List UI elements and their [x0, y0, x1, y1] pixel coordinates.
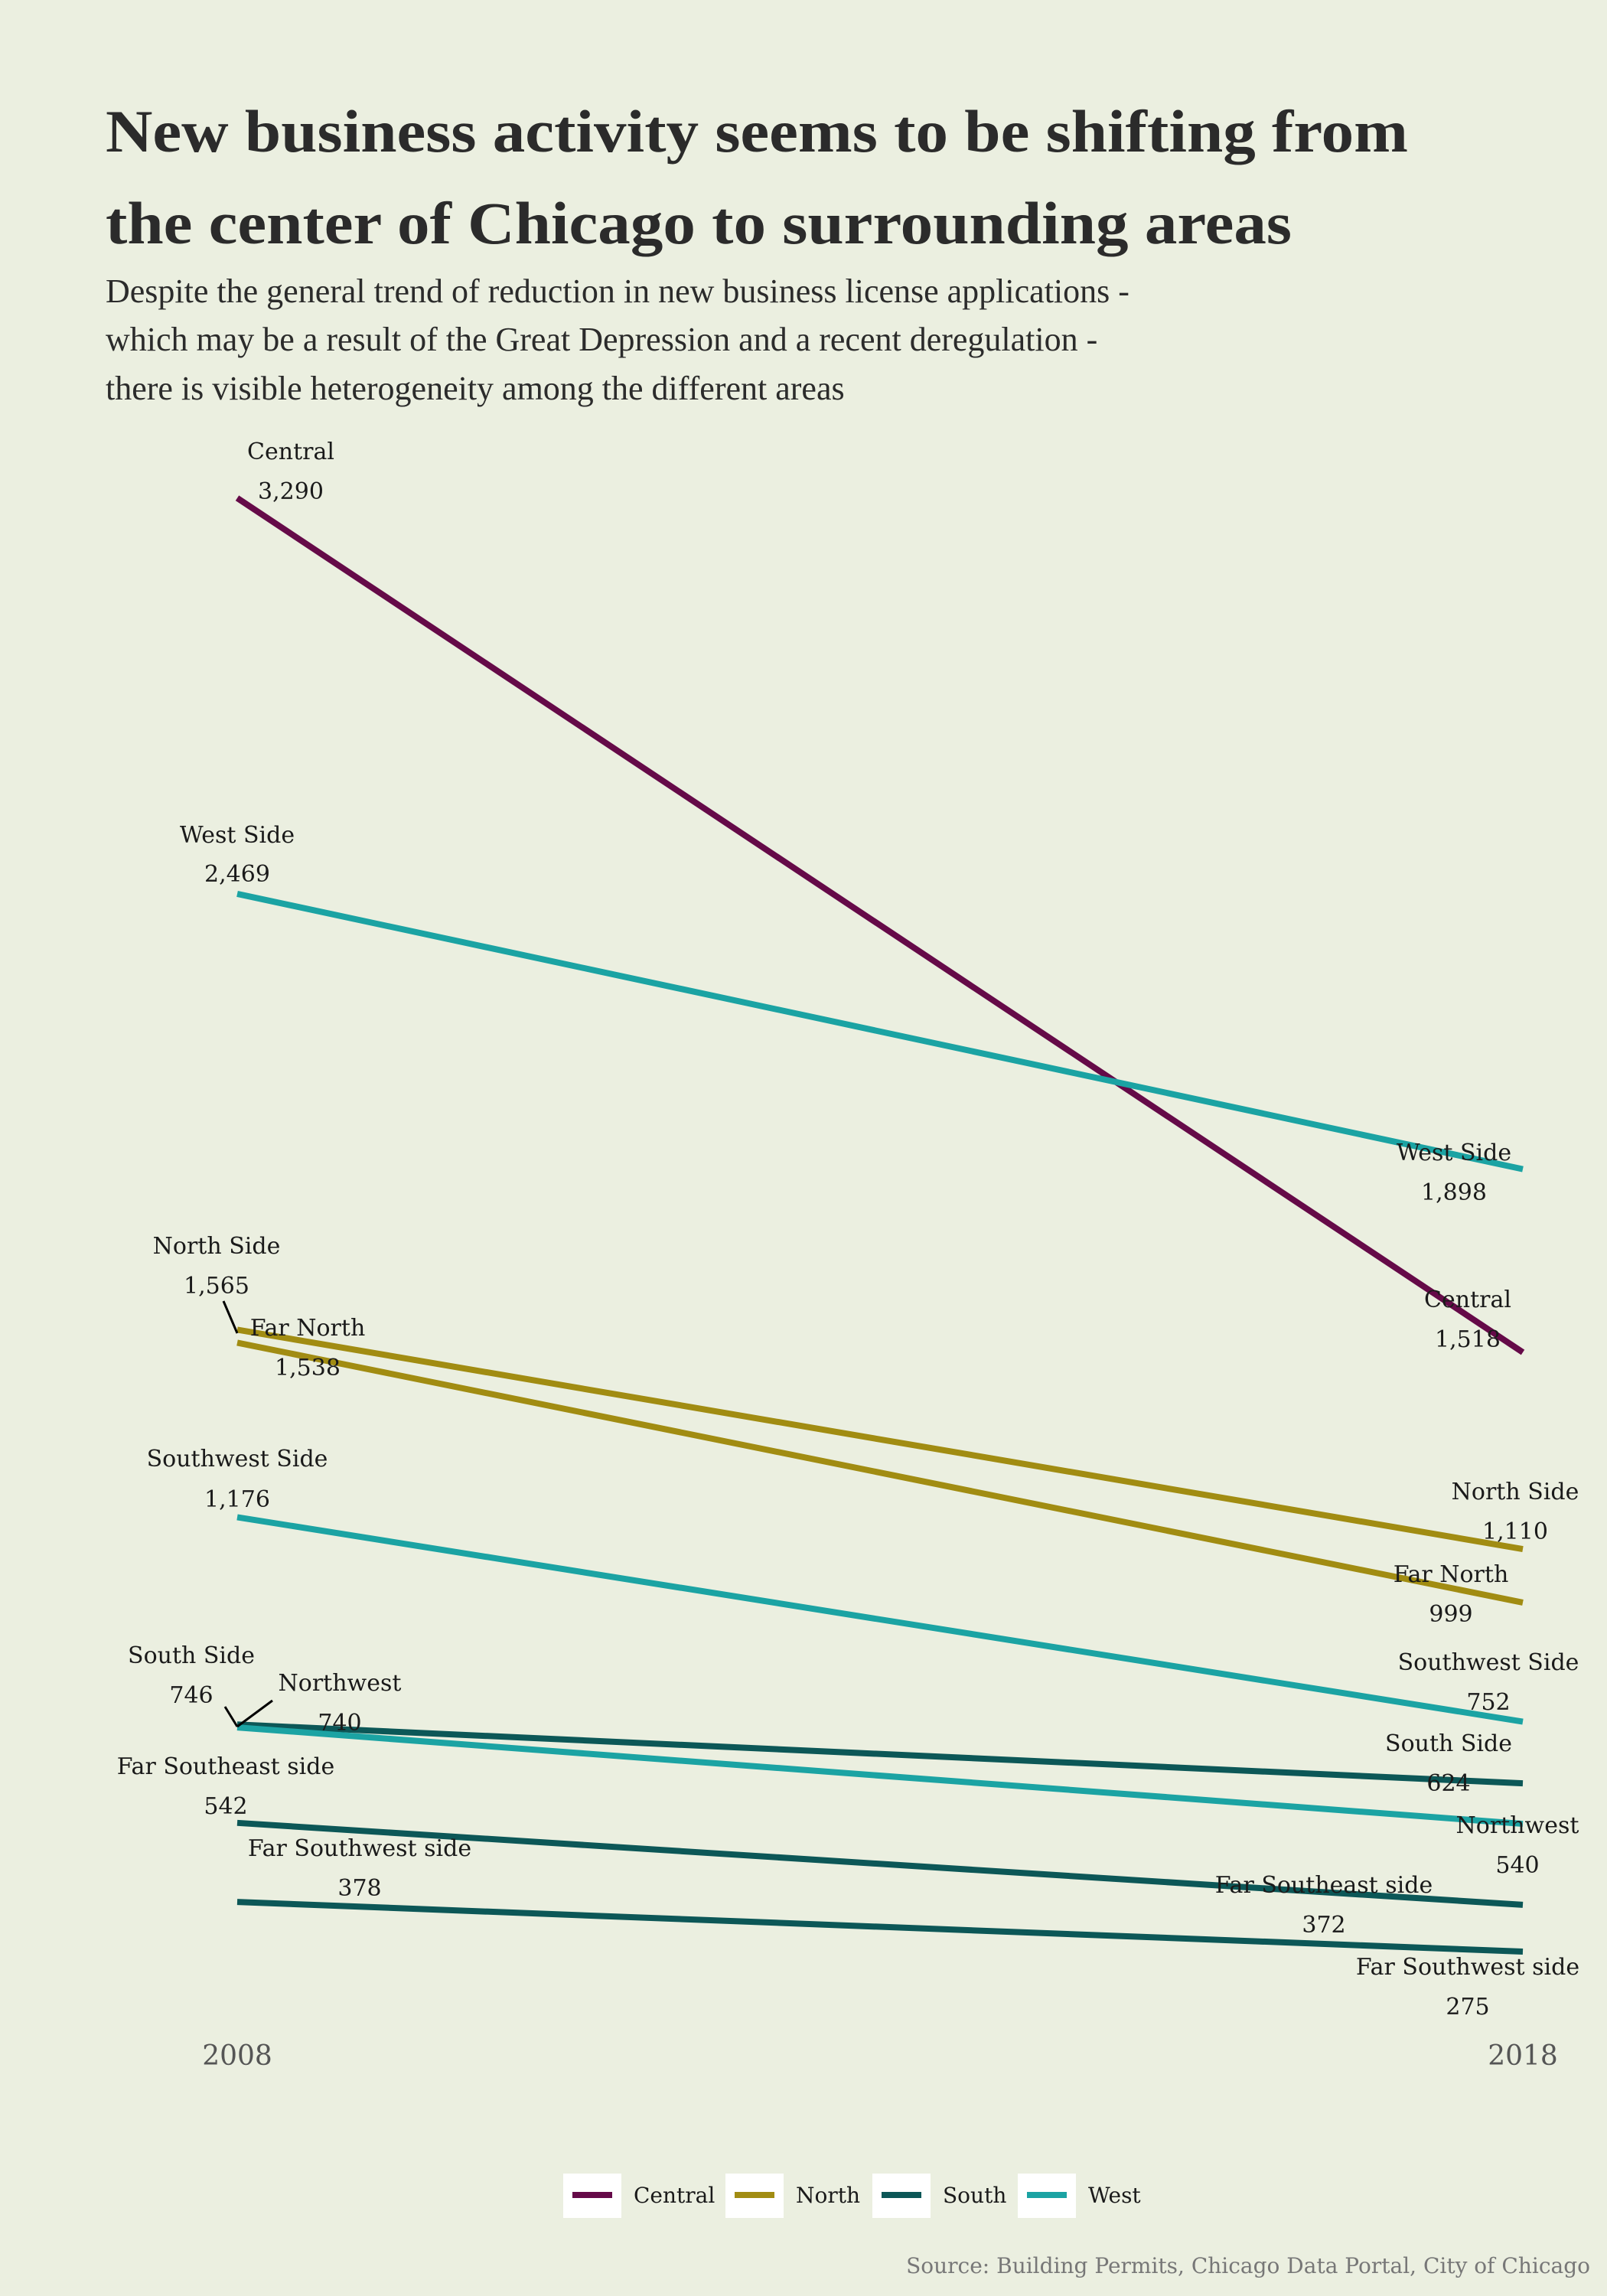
- legend-label-west: West: [1088, 2183, 1141, 2208]
- start-value-label-north-side: 1,565: [184, 1273, 249, 1300]
- subtitle-line: Despite the general trend of reduction i…: [106, 272, 1129, 310]
- start-value-label-far-southwest-side: 378: [337, 1875, 381, 1902]
- series-line-central: [235, 495, 1525, 1355]
- end-name-label-west-side: West Side: [1397, 1140, 1511, 1166]
- start-value-label-central: 3,290: [258, 478, 324, 505]
- legend-label-south: South: [943, 2183, 1006, 2208]
- series-line-southwest-side: [236, 1514, 1524, 1725]
- series-line-south-side: [236, 1721, 1524, 1787]
- series-line-far-north: [236, 1339, 1524, 1606]
- title-line: the center of Chicago to surrounding are…: [106, 190, 1292, 256]
- end-value-label-southwest-side: 752: [1466, 1689, 1510, 1716]
- subtitle-line: which may be a result of the Great Depre…: [106, 321, 1097, 358]
- end-name-label-far-southeast-side: Far Southeast side: [1215, 1872, 1433, 1899]
- start-name-label-central: Central: [247, 439, 334, 465]
- end-value-label-far-north: 999: [1429, 1601, 1472, 1628]
- start-name-label-south-side: South Side: [128, 1642, 255, 1669]
- start-name-label-far-southeast-side: Far Southeast side: [117, 1753, 334, 1780]
- end-name-label-central: Central: [1424, 1287, 1511, 1313]
- start-name-label-far-southwest-side: Far Southwest side: [248, 1835, 471, 1862]
- end-value-label-far-southeast-side: 372: [1302, 1912, 1345, 1939]
- title-line: New business activity seems to be shifti…: [106, 98, 1408, 165]
- end-name-label-southwest-side: Southwest Side: [1398, 1649, 1579, 1676]
- label-leader-south-side: [223, 1706, 239, 1727]
- start-value-label-south-side: 746: [169, 1682, 213, 1709]
- x-tick-label: 2018: [1488, 2040, 1558, 2072]
- subtitle-line: there is visible heterogeneity among the…: [106, 370, 845, 407]
- legend-label-north: North: [796, 2183, 860, 2208]
- end-value-label-northwest: 540: [1495, 1852, 1539, 1879]
- series-line-northwest: [236, 1724, 1524, 1828]
- start-name-label-southwest-side: Southwest Side: [147, 1446, 328, 1473]
- start-value-label-northwest: 740: [318, 1710, 361, 1737]
- legend-label-central: Central: [634, 2183, 715, 2208]
- end-value-label-south-side: 624: [1426, 1770, 1470, 1797]
- start-name-label-northwest: Northwest: [279, 1670, 402, 1697]
- start-value-label-far-north: 1,538: [275, 1355, 341, 1381]
- end-value-label-west-side: 1,898: [1421, 1179, 1487, 1206]
- end-name-label-far-north: Far North: [1393, 1561, 1509, 1588]
- end-name-label-south-side: South Side: [1385, 1730, 1512, 1757]
- label-leader-north-side: [222, 1300, 239, 1334]
- start-name-label-west-side: West Side: [180, 822, 295, 849]
- series-line-far-southwest-side: [236, 1899, 1524, 1955]
- label-leader-northwest: [236, 1699, 273, 1728]
- source-note: Source: Building Permits, Chicago Data P…: [906, 2253, 1590, 2278]
- series-line-north-side: [236, 1326, 1524, 1552]
- x-tick-label: 2008: [202, 2040, 272, 2072]
- end-name-label-far-southwest-side: Far Southwest side: [1356, 1954, 1579, 1981]
- series-line-west-side: [236, 891, 1524, 1172]
- series-line-far-southeast-side: [236, 1819, 1524, 1908]
- end-name-label-northwest: Northwest: [1456, 1812, 1579, 1839]
- start-name-label-far-north: Far North: [250, 1315, 366, 1342]
- end-value-label-far-southwest-side: 275: [1446, 1994, 1489, 2020]
- start-value-label-west-side: 2,469: [204, 861, 270, 888]
- end-name-label-north-side: North Side: [1452, 1479, 1579, 1505]
- start-value-label-southwest-side: 1,176: [204, 1486, 270, 1513]
- end-value-label-north-side: 1,110: [1482, 1518, 1548, 1545]
- end-value-label-central: 1,518: [1435, 1326, 1501, 1353]
- start-name-label-north-side: North Side: [153, 1233, 281, 1260]
- start-value-label-far-southeast-side: 542: [204, 1793, 247, 1820]
